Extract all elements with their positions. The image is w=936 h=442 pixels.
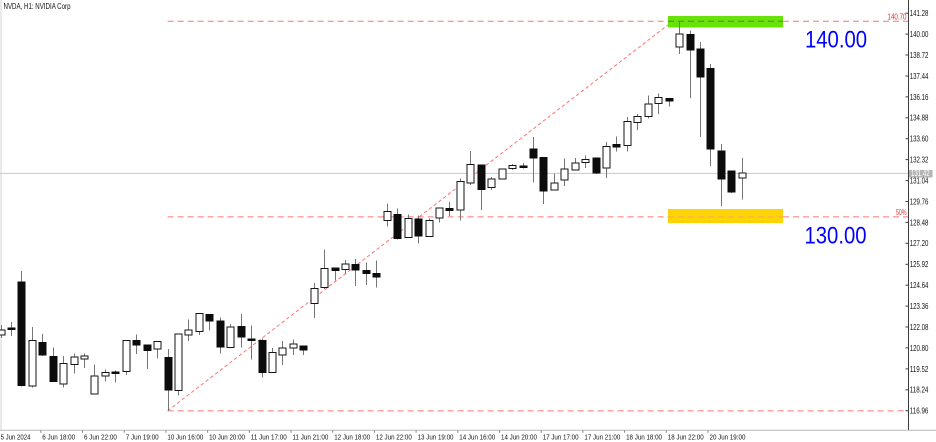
svg-text:138.72: 138.72 xyxy=(910,51,929,60)
svg-text:10 Jun 16:00: 10 Jun 16:00 xyxy=(167,432,203,441)
svg-text:128.48: 128.48 xyxy=(910,218,929,227)
svg-text:118.24: 118.24 xyxy=(910,386,929,395)
svg-text:123.36: 123.36 xyxy=(910,302,929,311)
svg-text:NVDA, H1: NVIDIA Corp: NVDA, H1: NVIDIA Corp xyxy=(4,1,71,11)
svg-text:120.80: 120.80 xyxy=(910,344,929,353)
svg-text:131.04: 131.04 xyxy=(910,177,929,186)
svg-text:12 Jun 18:00: 12 Jun 18:00 xyxy=(334,432,370,441)
svg-text:134.88: 134.88 xyxy=(910,114,929,123)
svg-text:14 Jun 20:00: 14 Jun 20:00 xyxy=(501,432,537,441)
svg-text:18 Jun 18:00: 18 Jun 18:00 xyxy=(626,432,662,441)
svg-text:13 Jun 19:00: 13 Jun 19:00 xyxy=(418,432,454,441)
svg-text:11 Jun 17:00: 11 Jun 17:00 xyxy=(251,432,287,441)
svg-text:50%: 50% xyxy=(896,208,907,217)
svg-text:6 Jun 22:00: 6 Jun 22:00 xyxy=(84,432,117,441)
svg-text:17 Jun 21:00: 17 Jun 21:00 xyxy=(584,432,620,441)
svg-text:130.00: 130.00 xyxy=(805,223,867,250)
svg-text:140.00: 140.00 xyxy=(910,30,929,39)
svg-text:17 Jun 17:00: 17 Jun 17:00 xyxy=(543,432,579,441)
svg-text:141.28: 141.28 xyxy=(910,9,929,18)
svg-text:131.42: 131.42 xyxy=(911,169,930,178)
svg-text:140.70: 140.70 xyxy=(888,12,907,21)
svg-text:116.96: 116.96 xyxy=(910,407,929,416)
svg-text:5 Jun 2024: 5 Jun 2024 xyxy=(1,432,31,441)
svg-text:140.00: 140.00 xyxy=(805,27,867,54)
svg-text:119.52: 119.52 xyxy=(910,365,929,374)
svg-text:136.16: 136.16 xyxy=(910,93,929,102)
svg-text:122.08: 122.08 xyxy=(910,323,929,332)
svg-text:7 Jun 19:00: 7 Jun 19:00 xyxy=(126,432,159,441)
svg-text:14 Jun 16:00: 14 Jun 16:00 xyxy=(459,432,495,441)
svg-text:133.60: 133.60 xyxy=(910,135,929,144)
svg-text:127.20: 127.20 xyxy=(910,239,929,248)
svg-text:10 Jun 20:00: 10 Jun 20:00 xyxy=(209,432,245,441)
svg-text:137.44: 137.44 xyxy=(910,72,929,81)
svg-text:6 Jun 18:00: 6 Jun 18:00 xyxy=(42,432,75,441)
svg-text:20 Jun 19:00: 20 Jun 19:00 xyxy=(710,432,746,441)
svg-text:12 Jun 22:00: 12 Jun 22:00 xyxy=(376,432,412,441)
svg-text:125.92: 125.92 xyxy=(910,260,929,269)
svg-text:124.64: 124.64 xyxy=(910,281,929,290)
svg-text:132.32: 132.32 xyxy=(910,156,929,165)
svg-text:11 Jun 21:00: 11 Jun 21:00 xyxy=(293,432,329,441)
svg-text:18 Jun 22:00: 18 Jun 22:00 xyxy=(668,432,704,441)
svg-text:129.76: 129.76 xyxy=(910,197,929,206)
